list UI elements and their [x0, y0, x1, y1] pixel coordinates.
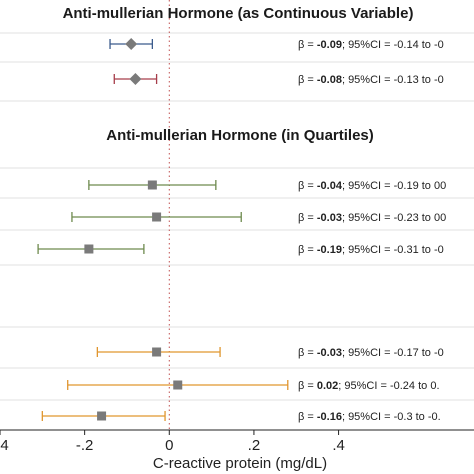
estimate-label-prefix: β = [298, 244, 317, 256]
estimate-marks [37, 38, 289, 421]
estimate-marker [129, 73, 142, 85]
estimate-row [37, 244, 145, 254]
estimate-row [109, 38, 154, 50]
panel-titles: Anti-mullerian Hormone (as Continuous Va… [63, 5, 414, 144]
estimate-label-value: -0.16 [317, 411, 342, 423]
estimate-label-value: 0.02 [317, 380, 338, 392]
estimate-label-suffix: ; 95%CI = -0.31 to -0 [342, 244, 444, 256]
estimate-label-suffix: ; 95%CI = -0.3 to -0. [342, 411, 441, 423]
estimate-row [96, 347, 221, 357]
estimate-label-prefix: β = [298, 380, 317, 392]
estimate-label: β = -0.03; 95%CI = -0.23 to 00 [298, 212, 446, 224]
estimate-marker [152, 212, 162, 222]
x-tick-label: 0 [165, 437, 173, 454]
estimate-label-prefix: β = [298, 180, 317, 192]
estimate-label-suffix: ; 95%CI = -0.23 to 00 [342, 212, 446, 224]
estimate-row [71, 212, 242, 222]
estimate-label-value: -0.09 [317, 39, 342, 51]
estimate-label-value: -0.08 [317, 74, 342, 86]
estimate-row [113, 73, 158, 85]
estimate-marker [97, 411, 107, 421]
x-axis-label: C-reactive protein (mg/dL) [153, 455, 327, 472]
estimate-label: β = -0.08; 95%CI = -0.13 to -0 [298, 74, 444, 86]
estimate-label-prefix: β = [298, 212, 317, 224]
estimate-row [88, 180, 217, 190]
estimate-label-prefix: β = [298, 347, 317, 359]
estimate-marker [152, 347, 162, 357]
estimate-marker [125, 38, 138, 50]
estimate-row [67, 380, 289, 390]
estimate-marker [84, 244, 94, 254]
estimate-label-suffix: ; 95%CI = -0.13 to -0 [342, 74, 444, 86]
panel-title-continuous: Anti-mullerian Hormone (as Continuous Va… [63, 5, 414, 22]
estimate-label-value: -0.03 [317, 347, 342, 359]
estimate-labels: β = -0.09; 95%CI = -0.14 to -0β = -0.08;… [298, 39, 446, 423]
x-tick-label: .2 [248, 437, 261, 454]
row-separators [0, 32, 474, 401]
x-axis: -.4 -.2 0 .2 .4 [0, 429, 474, 454]
estimate-marker [147, 180, 157, 190]
estimate-label-suffix: ; 95%CI = -0.17 to -0 [342, 347, 444, 359]
estimate-label-value: -0.19 [317, 244, 342, 256]
estimate-label-prefix: β = [298, 411, 317, 423]
estimate-label: β = 0.02; 95%CI = -0.24 to 0. [298, 380, 440, 392]
estimate-label-prefix: β = [298, 39, 317, 51]
panel-title-quartiles: Anti-mullerian Hormone (in Quartiles) [106, 127, 374, 144]
estimate-label-prefix: β = [298, 74, 317, 86]
estimate-row [41, 411, 166, 421]
estimate-label: β = -0.19; 95%CI = -0.31 to -0 [298, 244, 444, 256]
x-tick-label: -.2 [76, 437, 94, 454]
x-tick-label: -.4 [0, 437, 9, 454]
estimate-marker [173, 380, 183, 390]
estimate-label-value: -0.03 [317, 212, 342, 224]
estimate-label-suffix: ; 95%CI = -0.19 to 00 [342, 180, 446, 192]
estimate-label: β = -0.09; 95%CI = -0.14 to -0 [298, 39, 444, 51]
estimate-label: β = -0.16; 95%CI = -0.3 to -0. [298, 411, 441, 423]
estimate-label-suffix: ; 95%CI = -0.14 to -0 [342, 39, 444, 51]
estimate-label: β = -0.03; 95%CI = -0.17 to -0 [298, 347, 444, 359]
x-tick-label: .4 [332, 437, 345, 454]
estimate-label-value: -0.04 [317, 180, 343, 192]
estimate-label-suffix: ; 95%CI = -0.24 to 0. [338, 380, 439, 392]
estimate-label: β = -0.04; 95%CI = -0.19 to 00 [298, 180, 446, 192]
